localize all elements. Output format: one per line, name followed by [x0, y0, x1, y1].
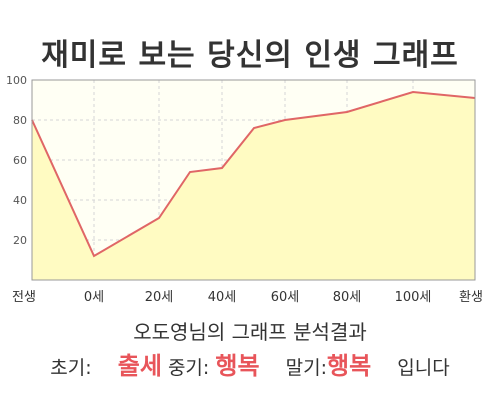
x-tick-label: 환생 [459, 290, 483, 305]
y-tick-label: 20 [13, 234, 27, 247]
early-label: 초기: [50, 357, 92, 379]
y-axis: 20 40 60 80 100 [6, 74, 27, 247]
middle-label: 중기: [167, 357, 210, 379]
chart-title: 재미로 보는 당신의 인생 그래프 [41, 38, 459, 73]
x-tick-label: 80세 [333, 290, 362, 305]
result-summary: 초기: 출세 중기: 행복 말기:행복 입니다 [0, 346, 500, 381]
y-tick-label: 100 [6, 74, 27, 87]
ending-text: 입니다 [397, 357, 450, 379]
series-line [31, 90, 476, 258]
late-label: 말기: [285, 357, 328, 379]
y-tick-label: 80 [13, 114, 27, 127]
y-tick-label: 60 [13, 154, 27, 167]
late-value: 행복 [327, 352, 372, 380]
x-tick-label: 40세 [208, 290, 237, 305]
plot-area-border [31, 79, 476, 281]
x-axis: 전생 0세 20세 40세 60세 80세 100세 환생 [12, 290, 483, 305]
x-tick-label: 전생 [12, 290, 36, 305]
y-tick-label: 40 [13, 194, 27, 207]
middle-value: 행복 [215, 352, 260, 380]
area-fill [32, 92, 475, 280]
life-graph-chart: 20 40 60 80 100 전생 0세 20세 40세 60세 80세 100세 환생 [6, 74, 483, 305]
early-value: 출세 [117, 352, 162, 380]
x-tick-label: 20세 [145, 290, 174, 305]
x-tick-label: 0세 [84, 290, 104, 305]
result-heading: 오도영님의 그래프 분석결과 [133, 320, 367, 344]
x-tick-label: 60세 [271, 290, 300, 305]
x-tick-label: 100세 [395, 290, 432, 305]
